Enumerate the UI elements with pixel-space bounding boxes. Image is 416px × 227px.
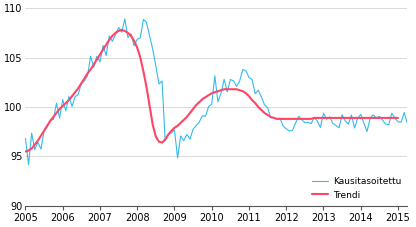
Kausitasoitettu	[122, 18, 127, 20]
Kausitasoitettu	[129, 32, 134, 35]
Trendi	[277, 118, 282, 120]
Trendi	[259, 109, 264, 111]
Kausitasoitettu	[352, 127, 357, 129]
Trendi	[119, 29, 124, 31]
Line: Kausitasoitettu: Kausitasoitettu	[25, 19, 411, 165]
Kausitasoitettu	[26, 163, 31, 166]
Line: Trendi: Trendi	[25, 30, 398, 151]
Kausitasoitettu	[268, 116, 273, 119]
Trendi	[60, 105, 65, 107]
Kausitasoitettu	[389, 112, 394, 114]
Legend: Kausitasoitettu, Trendi: Kausitasoitettu, Trendi	[308, 173, 405, 203]
Kausitasoitettu	[408, 119, 413, 122]
Trendi	[110, 35, 115, 37]
Trendi	[23, 150, 28, 153]
Kausitasoitettu	[116, 26, 121, 29]
Trendi	[374, 116, 379, 119]
Kausitasoitettu	[23, 137, 28, 140]
Trendi	[396, 116, 401, 119]
Kausitasoitettu	[362, 122, 366, 124]
Trendi	[184, 116, 189, 118]
